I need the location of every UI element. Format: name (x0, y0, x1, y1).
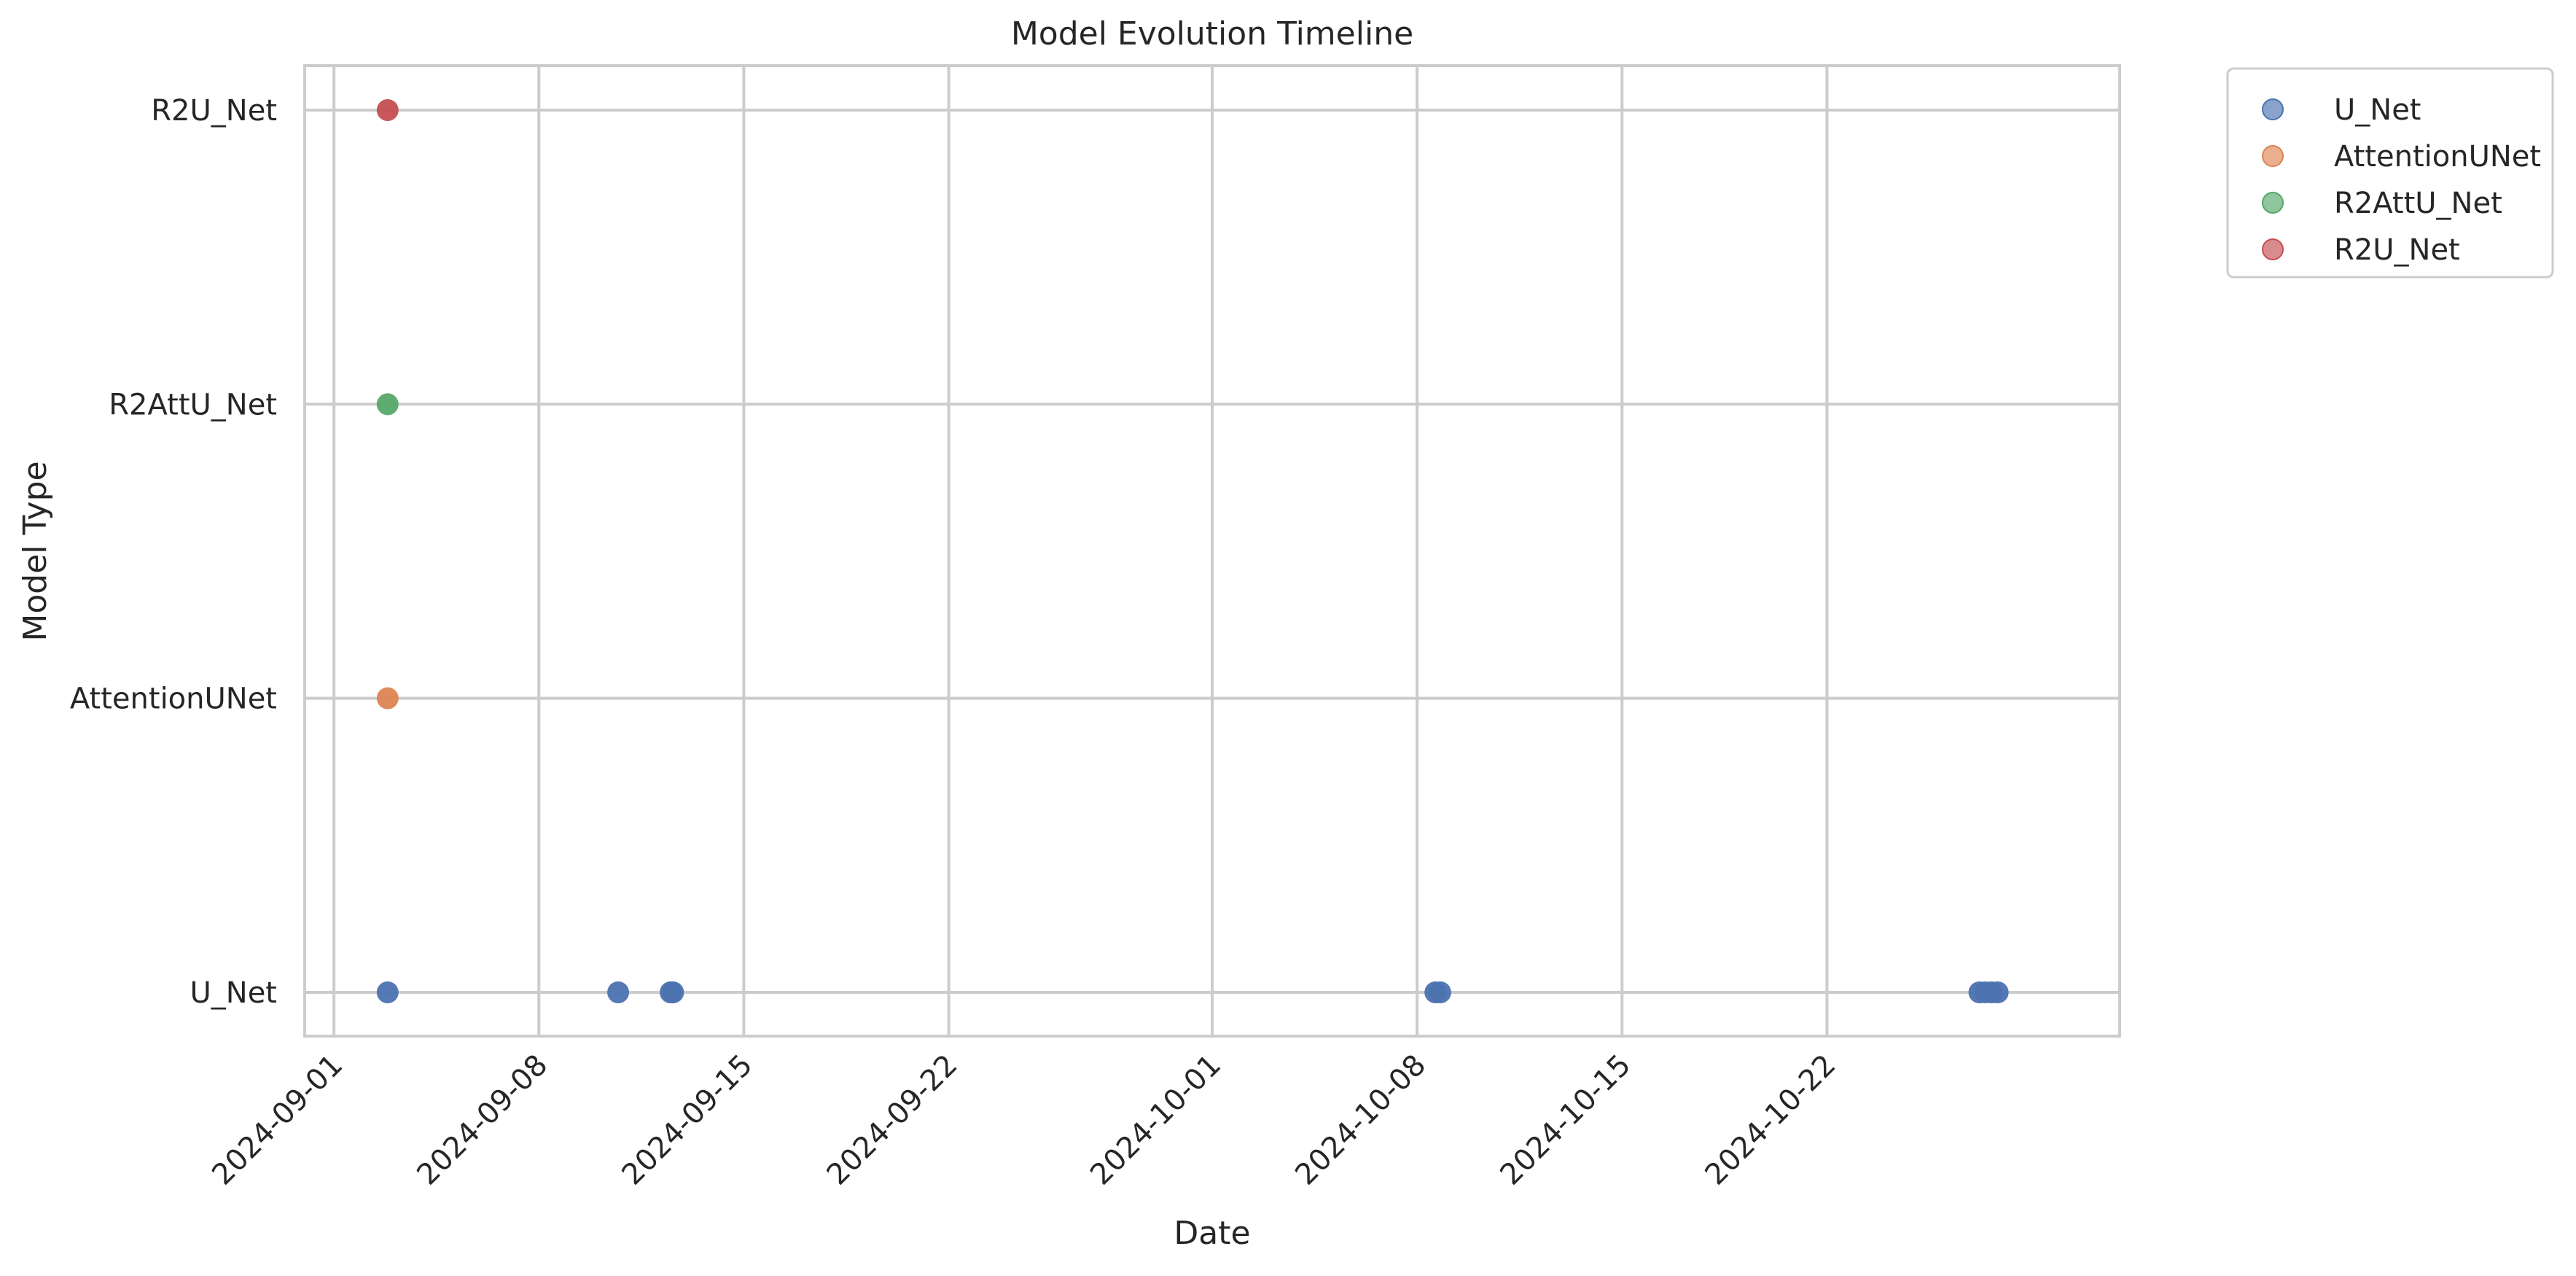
x-tick-labels: 2024-09-01 2024-09-08 2024-09-15 2024-09-22… (206, 1049, 1842, 1192)
y-tick-labels: U_Net AttentionUNet R2AttU_Net R2U_Net (70, 94, 277, 1010)
legend-label: AttentionUNet (2334, 140, 2541, 174)
x-tick-label: 2024-10-08 (1289, 1049, 1432, 1192)
data-point (1986, 981, 2009, 1003)
legend-marker (2262, 145, 2284, 167)
legend-label: R2AttU_Net (2334, 187, 2502, 220)
x-tick-label: 2024-09-01 (206, 1049, 349, 1192)
y-tick-label: AttentionUNet (70, 682, 277, 716)
plot-area (303, 64, 2121, 1038)
x-axis-label: Date (1174, 1215, 1250, 1252)
y-tick-label: U_Net (190, 976, 278, 1010)
legend-label: U_Net (2334, 93, 2421, 127)
data-point (1429, 981, 1451, 1003)
x-tick-label: 2024-10-01 (1084, 1049, 1227, 1192)
x-tick-label: 2024-09-22 (821, 1049, 964, 1192)
x-tick-label: 2024-09-15 (616, 1049, 760, 1192)
data-points (376, 99, 2009, 1003)
y-axis-label: Model Type (17, 461, 54, 641)
legend-marker (2262, 98, 2284, 120)
data-point (607, 981, 630, 1003)
x-tick-label: 2024-10-15 (1494, 1049, 1637, 1192)
data-point (376, 981, 399, 1003)
y-tick-label: R2AttU_Net (109, 388, 277, 421)
x-tick-label: 2024-09-08 (410, 1049, 554, 1192)
grid (305, 66, 2120, 1036)
data-point (662, 981, 684, 1003)
legend: U_Net AttentionUNet R2AttU_Net R2U_Net (2226, 67, 2554, 279)
y-tick-label: R2U_Net (151, 94, 277, 128)
data-point (376, 687, 399, 709)
legend-frame (2226, 67, 2554, 279)
x-tick-label: 2024-10-22 (1699, 1049, 1843, 1192)
data-point (376, 99, 399, 121)
data-point (376, 393, 399, 416)
legend-label: R2U_Net (2334, 233, 2460, 267)
legend-marker (2262, 192, 2284, 214)
legend-marker (2262, 238, 2284, 260)
chart-title: Model Evolution Timeline (1011, 15, 1413, 52)
